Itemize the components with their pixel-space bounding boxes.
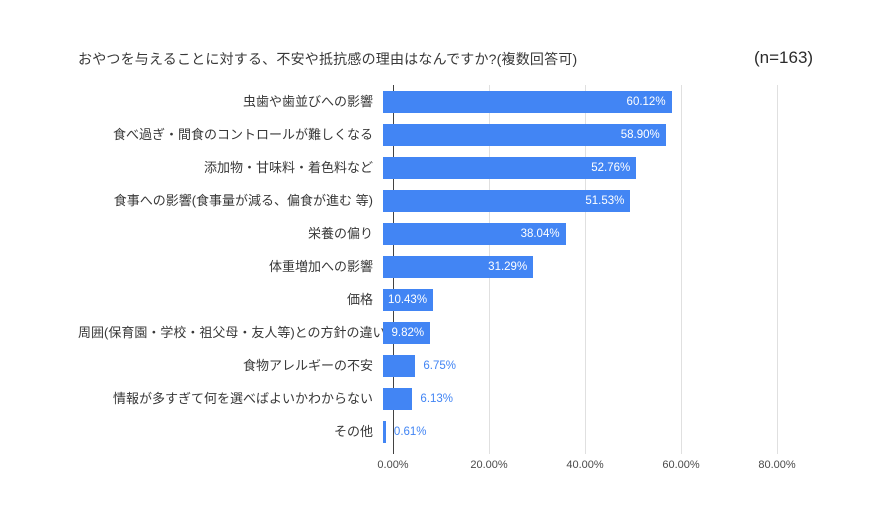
category-label: 栄養の偏り: [307, 225, 373, 241]
value-label: 0.61%: [393, 425, 427, 438]
bar[interactable]: [383, 354, 416, 377]
bar[interactable]: [383, 387, 413, 410]
bar-row: 食べ過ぎ・間食のコントロールが難しくなる 58.90%: [78, 118, 843, 151]
bar-area: 51.53%: [383, 184, 833, 217]
category-label: 情報が多すぎて何を選べばよいかわからない: [112, 390, 373, 406]
value-label: 6.13%: [420, 392, 454, 405]
bar-area: 58.90%: [383, 118, 833, 151]
category-label: 虫歯や歯並びへの影響: [242, 93, 373, 109]
bar-area: 9.82%: [383, 316, 833, 349]
bar-row: その他 0.61%: [78, 415, 843, 448]
value-label: 38.04%: [520, 227, 560, 240]
bar[interactable]: 51.53%: [383, 189, 631, 212]
bar-row: 情報が多すぎて何を選べばよいかわからない 6.13%: [78, 382, 843, 415]
bar-area: 31.29%: [383, 250, 833, 283]
x-axis: 0.00% 20.00% 40.00% 60.00% 80.00%: [377, 459, 843, 475]
bar-area: 38.04%: [383, 217, 833, 250]
value-label: 60.12%: [626, 95, 666, 108]
category-label: 周囲(保育園・学校・祖父母・友人等)との方針の違い: [78, 324, 386, 340]
bar-row: 周囲(保育園・学校・祖父母・友人等)との方針の違い 9.82%: [78, 316, 843, 349]
bar[interactable]: 52.76%: [383, 156, 637, 179]
chart-title: おやつを与えることに対する、不安や抵抗感の理由はなんですか?(複数回答可): [78, 51, 578, 67]
x-tick-label: 40.00%: [566, 459, 604, 471]
bar-row: 体重増加への影響 31.29%: [78, 250, 843, 283]
x-tick-label: 20.00%: [470, 459, 508, 471]
x-tick-label: 80.00%: [758, 459, 796, 471]
x-tick-label: 60.00%: [662, 459, 700, 471]
bar-row: 食事への影響(食事量が減る、偏食が進む 等) 51.53%: [78, 184, 843, 217]
bar-area: 10.43%: [383, 283, 833, 316]
value-label: 6.75%: [423, 359, 456, 372]
category-label: 食事への影響(食事量が減る、偏食が進む 等): [113, 192, 373, 208]
value-label: 10.43%: [388, 293, 428, 306]
bar-row: 虫歯や歯並びへの影響 60.12%: [78, 85, 843, 118]
bar-area: 60.12%: [383, 85, 833, 118]
gridline: [681, 85, 682, 454]
category-label: 食べ過ぎ・間食のコントロールが難しくなる: [112, 126, 373, 142]
value-label: 31.29%: [488, 260, 528, 273]
bar-area: 6.13%: [383, 382, 833, 415]
bar-area: 0.61%: [383, 415, 833, 448]
bar[interactable]: 58.90%: [383, 123, 666, 146]
value-label: 51.53%: [585, 194, 625, 207]
category-label: 添加物・甘味料・着色料など: [203, 159, 373, 175]
bar-row: 食物アレルギーの不安 6.75%: [78, 349, 843, 382]
chart-rows: 虫歯や歯並びへの影響 60.12% 食べ過ぎ・間食のコントロールが難しくなる 58.9…: [78, 85, 843, 448]
bar[interactable]: [383, 420, 386, 443]
value-label: 58.90%: [620, 128, 660, 141]
category-label: その他: [333, 423, 373, 439]
gridline: [585, 85, 586, 454]
bar-row: 添加物・甘味料・着色料など 52.76%: [78, 151, 843, 184]
bar-chart: 虫歯や歯並びへの影響 60.12% 食べ過ぎ・間食のコントロールが難しくなる 58.9…: [78, 85, 843, 480]
value-label: 52.76%: [591, 161, 631, 174]
gridline: [777, 85, 778, 454]
bar[interactable]: 38.04%: [383, 222, 566, 245]
value-label: 9.82%: [391, 326, 425, 339]
sample-size-label: (n=163): [754, 48, 814, 67]
category-label: 食物アレルギーの不安: [242, 357, 373, 373]
category-label: 価格: [346, 291, 373, 307]
category-label: 体重増加への影響: [268, 258, 373, 274]
bar[interactable]: 31.29%: [383, 255, 534, 278]
bar-area: 52.76%: [383, 151, 833, 184]
bar-row: 価格 10.43%: [78, 283, 843, 316]
bar-area: 6.75%: [383, 349, 833, 382]
bar[interactable]: 10.43%: [383, 288, 434, 311]
bar[interactable]: 9.82%: [383, 321, 431, 344]
bar[interactable]: 60.12%: [383, 90, 672, 113]
bar-row: 栄養の偏り 38.04%: [78, 217, 843, 250]
x-tick-label: 0.00%: [377, 459, 409, 471]
